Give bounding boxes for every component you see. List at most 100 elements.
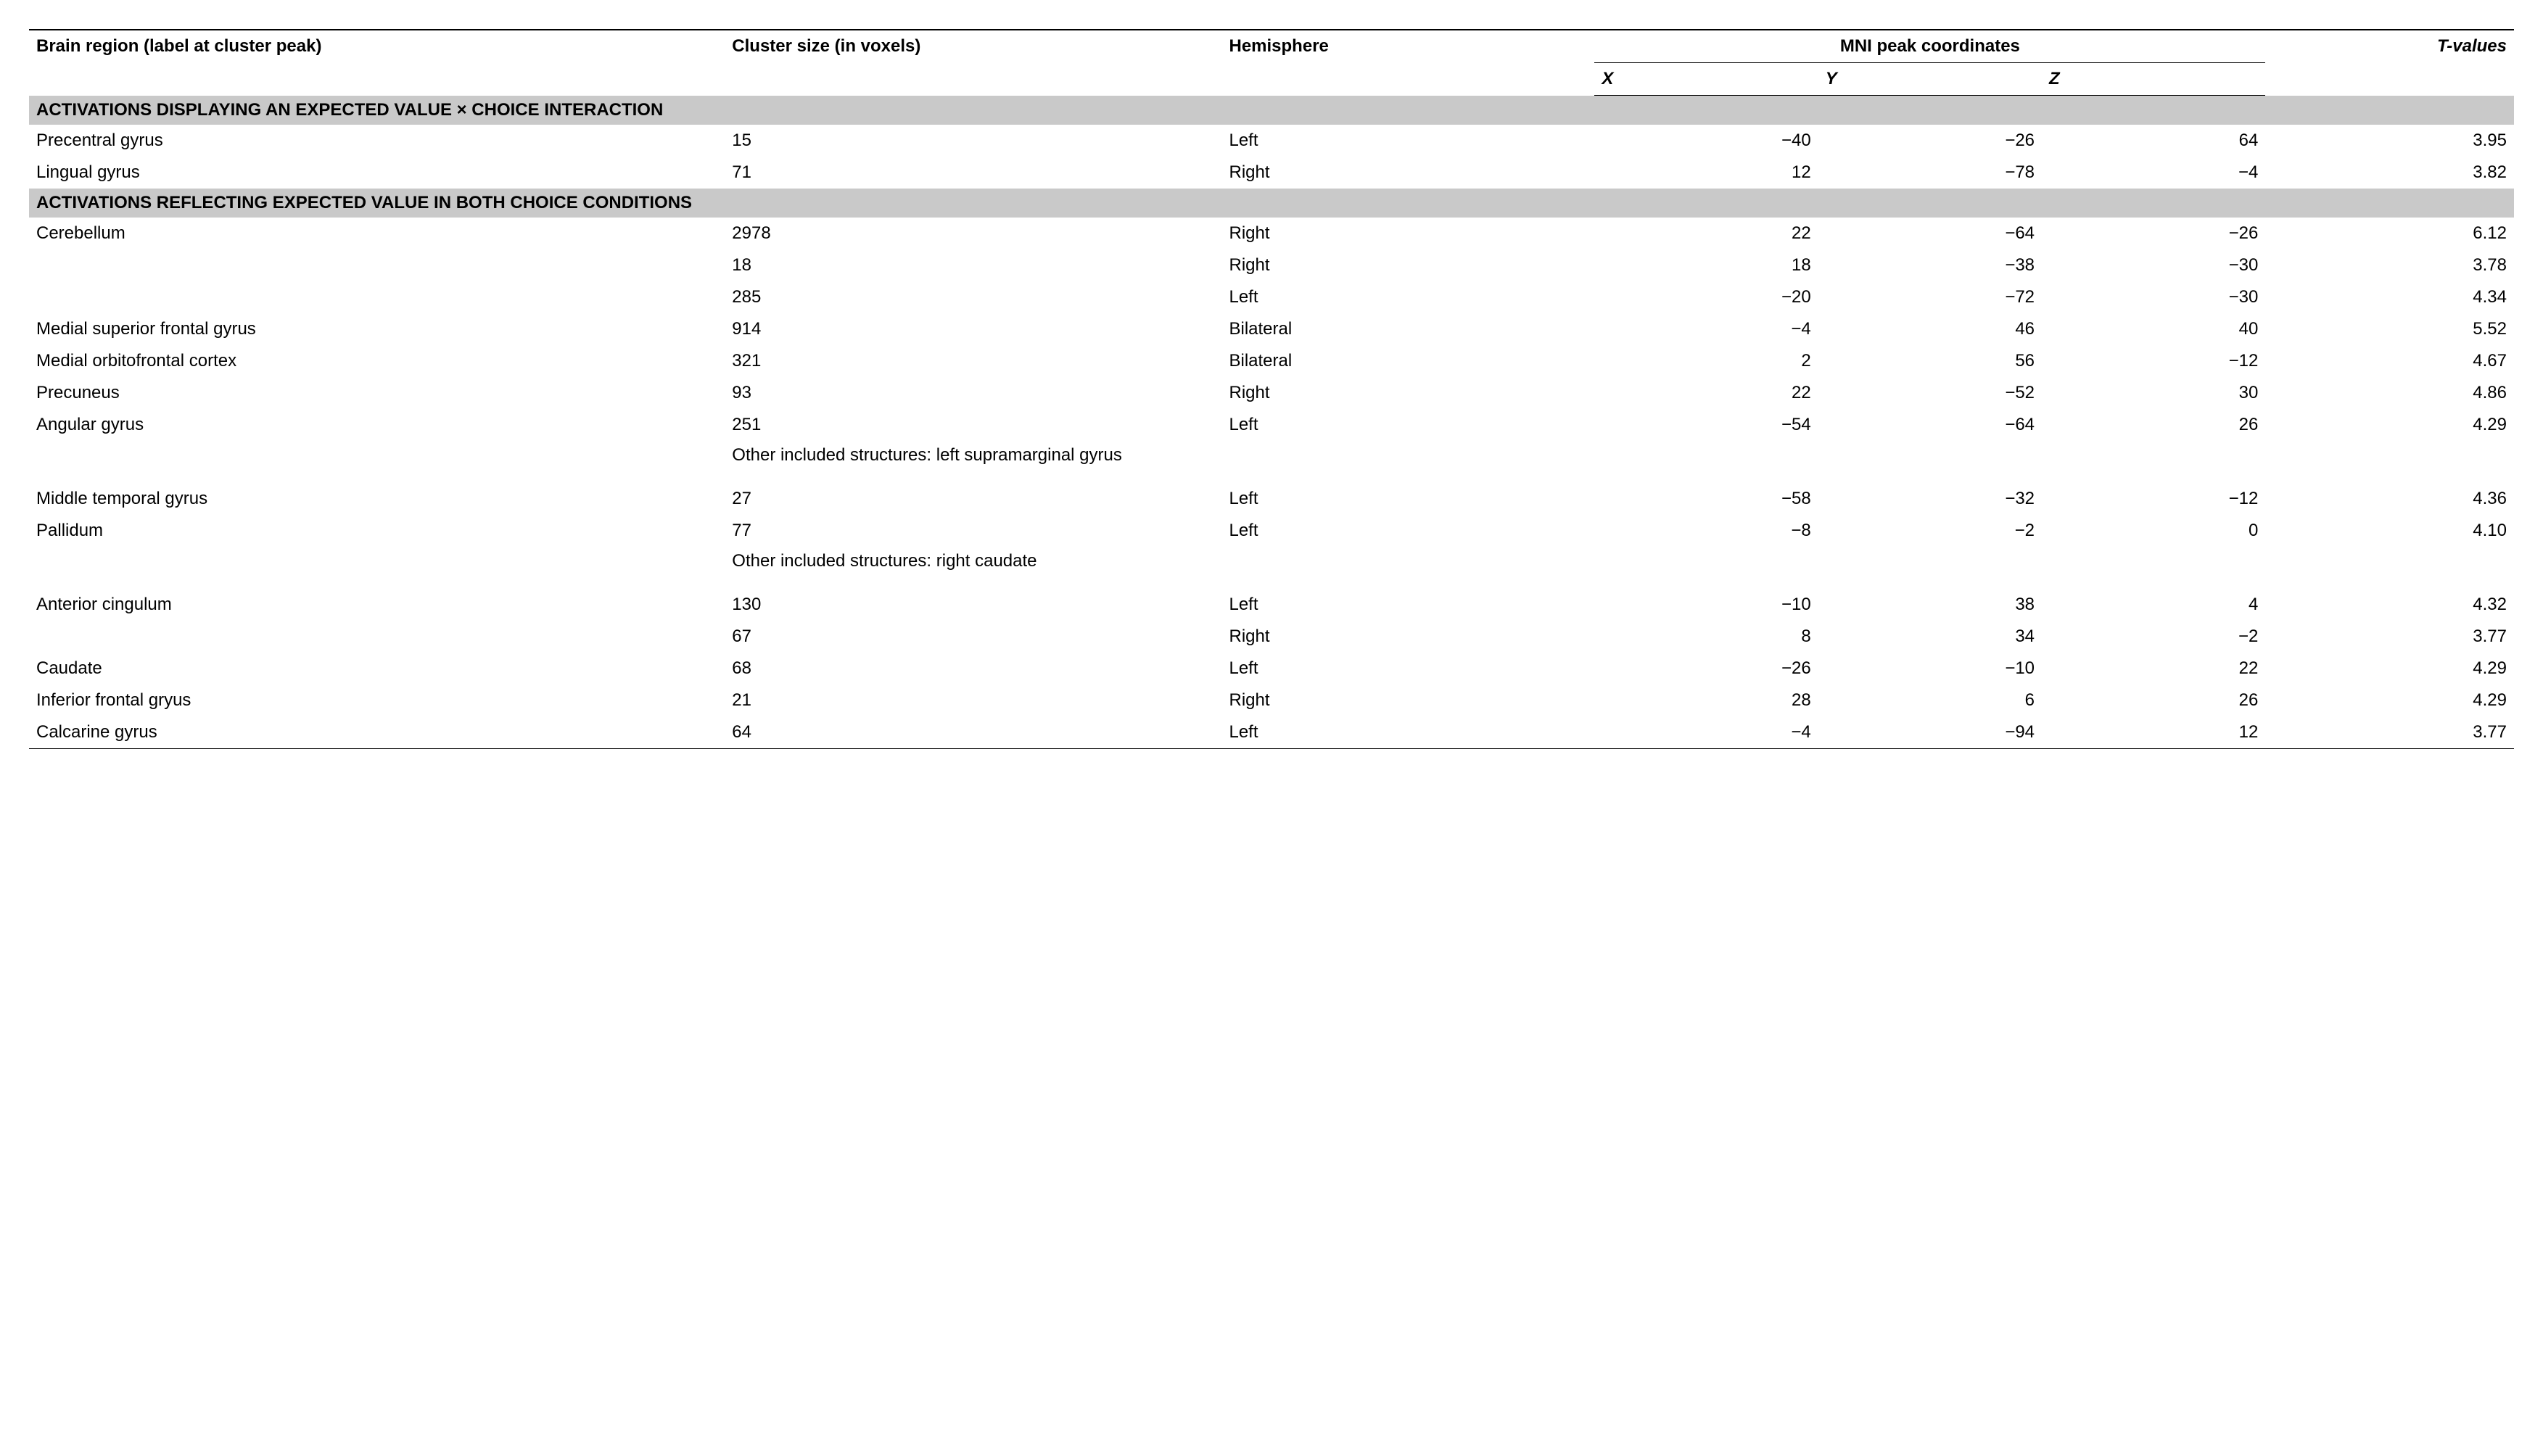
- cell-z: 22: [2042, 653, 2265, 684]
- cell-cluster: 71: [725, 157, 1221, 189]
- cell-t: 4.32: [2265, 589, 2514, 621]
- cell-cluster: 68: [725, 653, 1221, 684]
- col-mni: MNI peak coordinates: [1594, 30, 2265, 63]
- cell-cluster: 914: [725, 313, 1221, 345]
- col-region: Brain region (label at cluster peak): [29, 30, 725, 96]
- cell-cluster: 321: [725, 345, 1221, 377]
- cell-y: 6: [1818, 684, 2042, 716]
- cell-region: Calcarine gyrus: [29, 716, 725, 749]
- cell-z: −4: [2042, 157, 2265, 189]
- cell-region: Precuneus: [29, 377, 725, 409]
- table-body: ACTIVATIONS DISPLAYING AN EXPECTED VALUE…: [29, 96, 2514, 749]
- cell-x: −58: [1594, 483, 1818, 515]
- cell-y: −94: [1818, 716, 2042, 749]
- section-header: ACTIVATIONS DISPLAYING AN EXPECTED VALUE…: [29, 96, 2514, 125]
- note-cell: Other included structures: right caudate: [725, 547, 2514, 589]
- note-cell: Other included structures: left supramar…: [725, 441, 2514, 483]
- cell-z: 64: [2042, 125, 2265, 157]
- col-tvalues: T-values: [2265, 30, 2514, 96]
- cell-cluster: 285: [725, 281, 1221, 313]
- table-row: Middle temporal gyrus27Left−58−32−124.36: [29, 483, 2514, 515]
- cell-x: −26: [1594, 653, 1818, 684]
- cell-z: −30: [2042, 281, 2265, 313]
- cell-hemisphere: Left: [1221, 653, 1594, 684]
- cell-cluster: 67: [725, 621, 1221, 653]
- cell-hemisphere: Left: [1221, 409, 1594, 441]
- cell-y: −72: [1818, 281, 2042, 313]
- cell-y: −32: [1818, 483, 2042, 515]
- cell-z: 12: [2042, 716, 2265, 749]
- table-row: Cerebellum2978Right22−64−266.12: [29, 218, 2514, 249]
- cell-x: −54: [1594, 409, 1818, 441]
- cell-hemisphere: Left: [1221, 716, 1594, 749]
- cell-x: 8: [1594, 621, 1818, 653]
- table-row: 67Right834−23.77: [29, 621, 2514, 653]
- cell-t: 4.29: [2265, 684, 2514, 716]
- cell-t: 4.34: [2265, 281, 2514, 313]
- cell-t: 6.12: [2265, 218, 2514, 249]
- cell-hemisphere: Right: [1221, 377, 1594, 409]
- cell-t: 3.95: [2265, 125, 2514, 157]
- cell-hemisphere: Left: [1221, 483, 1594, 515]
- cell-cluster: 15: [725, 125, 1221, 157]
- tvalues-label: T-values: [2437, 36, 2507, 56]
- cell-x: 28: [1594, 684, 1818, 716]
- cell-y: −64: [1818, 218, 2042, 249]
- cell-z: −12: [2042, 483, 2265, 515]
- cell-y: 38: [1818, 589, 2042, 621]
- cell-hemisphere: Bilateral: [1221, 345, 1594, 377]
- col-x: X: [1594, 63, 1818, 96]
- cell-x: 2: [1594, 345, 1818, 377]
- cell-z: 26: [2042, 684, 2265, 716]
- cell-t: 4.29: [2265, 409, 2514, 441]
- cell-z: −26: [2042, 218, 2265, 249]
- cell-x: −10: [1594, 589, 1818, 621]
- table-row: Medial superior frontal gyrus914Bilatera…: [29, 313, 2514, 345]
- cell-x: −40: [1594, 125, 1818, 157]
- cell-hemisphere: Right: [1221, 249, 1594, 281]
- cell-region: Precentral gyrus: [29, 125, 725, 157]
- cell-x: −8: [1594, 515, 1818, 547]
- cell-region: Caudate: [29, 653, 725, 684]
- cell-cluster: 21: [725, 684, 1221, 716]
- cell-hemisphere: Right: [1221, 157, 1594, 189]
- cell-t: 4.86: [2265, 377, 2514, 409]
- table-row: Caudate68Left−26−10224.29: [29, 653, 2514, 684]
- cell-region: Cerebellum: [29, 218, 725, 249]
- table-row: Other included structures: left supramar…: [29, 441, 2514, 483]
- cell-z: −12: [2042, 345, 2265, 377]
- cell-region: Medial superior frontal gyrus: [29, 313, 725, 345]
- cell-cluster: 18: [725, 249, 1221, 281]
- cell-y: −52: [1818, 377, 2042, 409]
- table-row: Angular gyrus251Left−54−64264.29: [29, 409, 2514, 441]
- table-row: Other included structures: right caudate: [29, 547, 2514, 589]
- cell-region: Inferior frontal gryus: [29, 684, 725, 716]
- cell-cluster: 251: [725, 409, 1221, 441]
- cell-y: −64: [1818, 409, 2042, 441]
- cell-region: Middle temporal gyrus: [29, 483, 725, 515]
- table-row: Inferior frontal gryus21Right286264.29: [29, 684, 2514, 716]
- cell-cluster: 130: [725, 589, 1221, 621]
- cell-cluster: 64: [725, 716, 1221, 749]
- cell-x: −4: [1594, 313, 1818, 345]
- cell-z: 4: [2042, 589, 2265, 621]
- cell-region: [29, 621, 725, 653]
- cell-region: Medial orbitofrontal cortex: [29, 345, 725, 377]
- table-row: Precentral gyrus15Left−40−26643.95: [29, 125, 2514, 157]
- cell-hemisphere: Right: [1221, 218, 1594, 249]
- cell-z: 30: [2042, 377, 2265, 409]
- cell-region: [29, 249, 725, 281]
- table-row: 18Right18−38−303.78: [29, 249, 2514, 281]
- cell-region: Pallidum: [29, 515, 725, 547]
- cell-hemisphere: Left: [1221, 589, 1594, 621]
- cell-y: 56: [1818, 345, 2042, 377]
- table-row: Anterior cingulum130Left−103844.32: [29, 589, 2514, 621]
- cell-y: −2: [1818, 515, 2042, 547]
- table-row: Precuneus93Right22−52304.86: [29, 377, 2514, 409]
- cell-cluster: 2978: [725, 218, 1221, 249]
- cell-t: 3.77: [2265, 621, 2514, 653]
- col-hemisphere: Hemisphere: [1221, 30, 1594, 96]
- cell-x: 22: [1594, 377, 1818, 409]
- cell-t: 3.82: [2265, 157, 2514, 189]
- col-cluster: Cluster size (in voxels): [725, 30, 1221, 96]
